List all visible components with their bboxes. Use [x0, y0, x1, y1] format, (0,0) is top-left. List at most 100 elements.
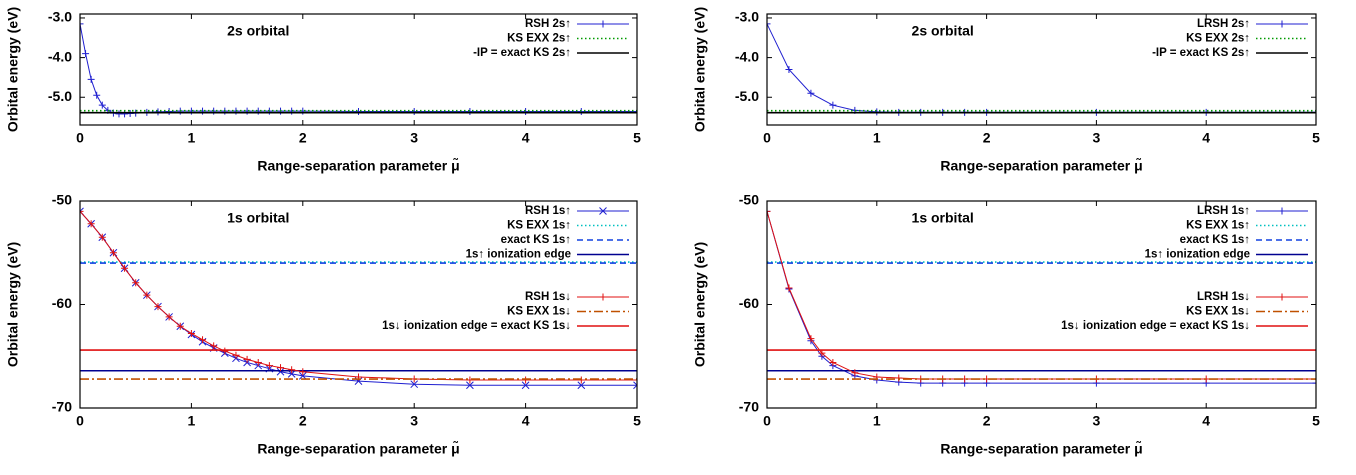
x-tick-label: 1 — [873, 130, 881, 146]
data-point — [80, 20, 84, 28]
legend-label: KS EXX 1s↑ — [1186, 220, 1250, 232]
legend-label: LRSH 1s↓ — [1197, 291, 1250, 303]
data-point — [851, 369, 859, 377]
legend-label: KS EXX 2s↑ — [507, 33, 571, 45]
data-point — [577, 381, 586, 390]
data-point — [829, 358, 837, 366]
x-tick-label: 4 — [1202, 413, 1210, 429]
data-point — [633, 108, 637, 116]
x-axis-title: Range-separation parameter μ̃ — [257, 440, 459, 457]
x-tick-label: 1 — [873, 413, 881, 429]
data-point — [410, 380, 419, 389]
plot-area — [80, 207, 637, 390]
legend-marker — [1278, 293, 1286, 301]
x-axis-title: Range-separation parameter μ̃ — [940, 440, 1142, 457]
panel-title: 2s orbital — [912, 23, 974, 39]
x-tick-label: 4 — [522, 130, 530, 146]
data-point — [767, 207, 771, 215]
legend-marker — [1278, 207, 1286, 215]
data-point — [87, 220, 95, 228]
plot-area — [767, 20, 1316, 116]
legend-marker — [599, 293, 607, 301]
y-tick-label: -3.0 — [735, 9, 759, 25]
data-point — [277, 364, 285, 372]
data-point — [87, 75, 95, 83]
plot-area — [767, 207, 1316, 387]
legend: LRSH 2s↑ KS EXX 2s↑ -IP = exact KS 2s↑ — [1152, 18, 1308, 59]
data-point — [109, 249, 117, 257]
data-point — [210, 342, 218, 350]
data-point — [82, 50, 90, 58]
x-axis-title: Range-separation parameter μ̃ — [257, 157, 459, 174]
x-tick-label: 3 — [1093, 413, 1101, 429]
y-tick-label: -60 — [739, 295, 759, 311]
data-point — [633, 376, 637, 384]
legend-label: 1s↑ ionization edge — [1145, 249, 1250, 261]
x-tick-label: 2 — [299, 130, 307, 146]
data-point — [221, 347, 229, 355]
legend-label: KS EXX 1s↓ — [1186, 306, 1250, 318]
data-point — [577, 376, 585, 384]
y-tick-label: -60 — [52, 295, 72, 311]
y-tick-label: -5.0 — [48, 88, 72, 104]
data-point — [80, 207, 84, 215]
data-point — [265, 362, 273, 370]
data-point — [807, 335, 815, 343]
x-tick-label: 3 — [410, 130, 418, 146]
x-tick-label: 2 — [983, 130, 991, 146]
x-tick-label: 3 — [410, 413, 418, 429]
data-point — [199, 336, 207, 344]
legend-label: RSH 1s↓ — [525, 291, 571, 303]
data-point — [154, 303, 162, 311]
x-tick-label: 1 — [188, 130, 196, 146]
y-tick-label: -70 — [739, 399, 759, 415]
data-point — [521, 381, 530, 390]
x-tick-label: 5 — [1312, 130, 1320, 146]
x-tick-label: 3 — [1093, 130, 1101, 146]
y-axis-title: Orbital energy (eV) — [692, 7, 708, 132]
x-tick-label: 0 — [76, 413, 84, 429]
data-point — [785, 66, 793, 73]
panel-title: 1s orbital — [227, 210, 289, 226]
x-tick-label: 0 — [763, 130, 771, 146]
x-tick-label: 5 — [633, 130, 641, 146]
data-point — [522, 376, 530, 384]
y-axis-title: Orbital energy (eV) — [692, 242, 708, 367]
legend-label: 1s↑ ionization edge — [466, 249, 571, 261]
legend-label: 1s↓ ionization edge = exact KS 1s↓ — [1061, 320, 1250, 332]
data-point — [98, 101, 106, 109]
data-point — [1202, 375, 1210, 383]
data-point — [98, 233, 106, 241]
x-tick-label: 2 — [299, 413, 307, 429]
data-point — [143, 291, 151, 299]
plot-frame — [766, 200, 1317, 409]
plot-area — [80, 20, 637, 118]
legend: RSH 1s↑ KS EXX 1s↑ exact KS 1s↑ 1s↑ ionizat… — [382, 205, 629, 332]
plot-frame — [79, 13, 638, 126]
plot-frame — [766, 13, 1317, 126]
legend-label: exact KS 1s↑ — [1180, 234, 1250, 246]
y-tick-label: -3.0 — [48, 9, 72, 25]
legend: RSH 2s↑ KS EXX 2s↑ -IP = exact KS 2s↑ — [473, 18, 629, 59]
legend-label: 1s↓ ionization edge = exact KS 1s↓ — [382, 320, 571, 332]
data-point — [232, 107, 240, 115]
legend-label: KS EXX 1s↓ — [507, 306, 571, 318]
data-point — [187, 329, 195, 337]
y-axis-title: Orbital energy (eV) — [5, 7, 21, 132]
x-tick-label: 2 — [983, 413, 991, 429]
x-tick-label: 0 — [76, 130, 84, 146]
legend-label: LRSH 2s↑ — [1197, 18, 1250, 30]
x-tick-label: 4 — [1202, 130, 1210, 146]
data-point — [232, 351, 240, 359]
y-tick-label: -70 — [52, 399, 72, 415]
panel: 0 1 2 3 4 5 -5.0 -4.0 -3.0 Range-separation param… — [692, 7, 1320, 174]
legend-label: LRSH 1s↑ — [1197, 205, 1250, 217]
plot-frame — [79, 200, 638, 409]
y-tick-label: -50 — [52, 192, 72, 208]
data-point — [165, 313, 173, 321]
x-tick-label: 5 — [633, 413, 641, 429]
y-tick-label: -4.0 — [48, 48, 72, 64]
legend-marker — [599, 207, 607, 215]
y-tick-label: -5.0 — [735, 88, 759, 104]
